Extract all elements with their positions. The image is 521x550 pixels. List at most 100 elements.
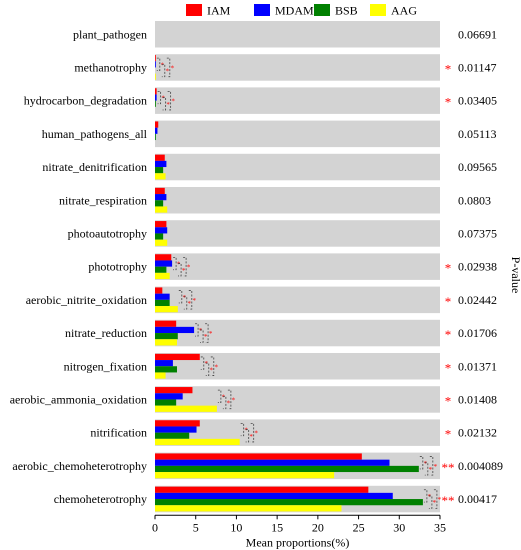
p-value-axis-label: P-value [509, 257, 521, 294]
category-label: nitrate_respiration [59, 193, 147, 207]
comparison-bracket [157, 90, 162, 105]
p-value: 0.02442 [458, 293, 497, 307]
row-panel [155, 120, 440, 148]
bracket-mark: * [171, 64, 175, 72]
p-value: 0.06691 [458, 27, 497, 41]
significance-mark: * [445, 294, 452, 309]
comparison-bracket [167, 90, 172, 111]
comparison-bracket [195, 323, 199, 337]
bar [155, 426, 197, 433]
bar [155, 239, 168, 246]
comparison-bracket [429, 456, 434, 476]
comparison-bracket [250, 422, 255, 443]
row-panel [155, 253, 440, 280]
bar [155, 492, 393, 500]
bars [155, 55, 423, 512]
bar [155, 326, 195, 334]
bar [155, 88, 157, 95]
comparison-bracket [222, 395, 227, 410]
bar [155, 160, 167, 168]
bar [155, 233, 164, 240]
significance-mark: * [445, 327, 452, 342]
row-panels [155, 21, 440, 513]
p-value: 0.01371 [458, 359, 497, 373]
x-tick-label: 15 [271, 520, 283, 534]
row-panel [155, 153, 440, 181]
bar [155, 420, 200, 427]
bracket-mark: * [209, 330, 213, 338]
row-panel [155, 54, 440, 81]
bar [155, 353, 200, 361]
bracket-mark: * [161, 95, 165, 103]
bracket-mark: * [182, 267, 186, 275]
bracket-mark: * [433, 499, 437, 507]
row-panel [155, 87, 440, 114]
category-label: photoautotrophy [68, 226, 147, 240]
bracket-mark: * [171, 98, 175, 106]
bracket-mark: * [438, 496, 442, 504]
bar [155, 154, 165, 161]
bracket-mark: * [199, 327, 203, 335]
legend-label: MDAM [275, 4, 314, 18]
p-value: 0.004089 [458, 459, 503, 473]
bar [155, 438, 240, 446]
legend: IAM MDAM BSB AAG [186, 4, 417, 18]
comparison-bracket [227, 389, 232, 410]
p-value: 0.05113 [458, 127, 497, 141]
comparison-bracket [178, 263, 182, 277]
category-label: human_pathogens_all [42, 127, 148, 141]
bar [155, 167, 164, 174]
bar [155, 227, 168, 234]
comparison-bracket [188, 290, 193, 310]
category-label: aerobic_ammonia_oxidation [10, 392, 147, 406]
significance-mark: * [445, 261, 452, 276]
bar [155, 73, 156, 80]
bar [155, 306, 178, 313]
category-label: nitrification [90, 426, 147, 440]
p-value: 0.0803 [458, 193, 491, 207]
comparison-bracket [240, 422, 245, 437]
category-label: chemoheterotrophy [54, 492, 147, 506]
significance-mark: * [445, 360, 452, 375]
comparison-bracket [210, 356, 215, 376]
category-label: nitrate_reduction [65, 326, 147, 340]
row-panel [155, 220, 440, 247]
legend-swatch [254, 4, 270, 16]
comparison-bracket [423, 489, 428, 503]
bracket-mark: * [244, 427, 248, 435]
bar [155, 299, 170, 307]
comparison-bracket [156, 57, 161, 71]
significance-marks: ************ [442, 61, 455, 508]
bar [155, 320, 177, 327]
bar [155, 472, 335, 479]
significance-mark: ** [442, 493, 455, 508]
bar [155, 399, 177, 406]
bar [155, 372, 166, 379]
bracket-mark: * [428, 493, 432, 501]
comparison-bracket [162, 97, 167, 111]
bracket-mark: * [188, 300, 192, 308]
category-label: nitrate_denitrification [42, 160, 147, 174]
category-label: phototrophy [88, 260, 147, 274]
p-value: 0.01408 [458, 392, 497, 406]
bar [155, 387, 193, 394]
category-label: methanotrophy [74, 60, 147, 74]
category-label: hydrocarbon_degradation [24, 94, 147, 108]
bar [155, 505, 342, 512]
bar [155, 453, 362, 460]
bar [155, 61, 156, 68]
p-value: 0.02938 [458, 260, 497, 274]
bar [155, 499, 423, 506]
bracket-mark: * [187, 264, 191, 272]
significance-mark: * [445, 61, 452, 76]
significance-mark: * [445, 393, 452, 408]
bar [155, 360, 173, 367]
p-value: 0.00417 [458, 492, 497, 506]
comparison-bracket [205, 323, 209, 343]
category-label: aerobic_chemoheterotrophy [12, 459, 147, 473]
category-label: plant_pathogen [73, 27, 147, 41]
legend-swatch [186, 4, 202, 16]
bracket-mark: * [177, 261, 181, 269]
bar [155, 366, 177, 373]
bar [155, 339, 177, 346]
